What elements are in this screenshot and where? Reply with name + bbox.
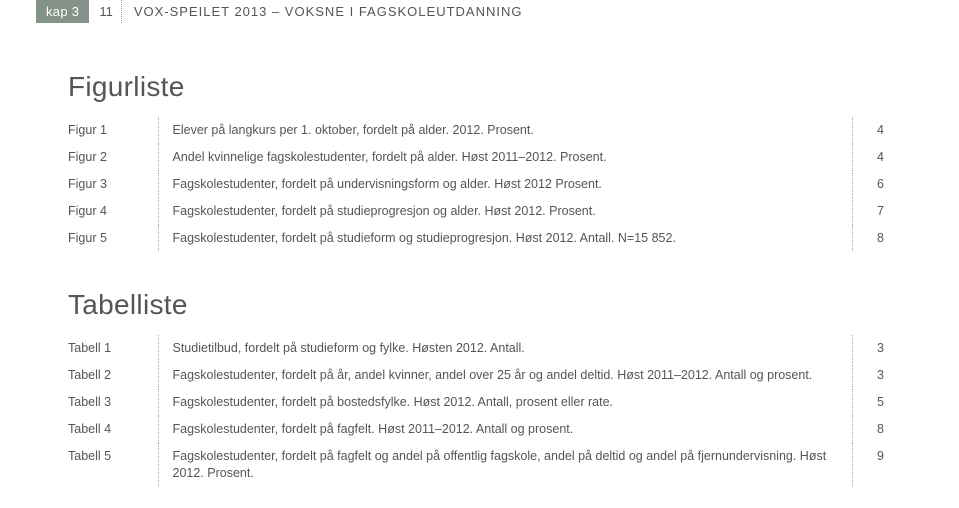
figur-label: Figur 5: [68, 225, 158, 252]
header-title: VOX-SPEILET 2013 – VOKSNE I FAGSKOLEUTDA…: [134, 0, 523, 19]
tabell-desc: Studietilbud, fordelt på studieform og f…: [158, 335, 852, 362]
tabell-desc: Fagskolestudenter, fordelt på bostedsfyl…: [158, 389, 852, 416]
tabell-desc: Fagskolestudenter, fordelt på år, andel …: [158, 362, 852, 389]
figur-desc: Fagskolestudenter, fordelt på studieform…: [158, 225, 852, 252]
tabell-label: Tabell 3: [68, 389, 158, 416]
tabell-row: Tabell 4Fagskolestudenter, fordelt på fa…: [68, 416, 888, 443]
figur-page: 8: [852, 225, 888, 252]
page-header: kap 3 11 VOX-SPEILET 2013 – VOKSNE I FAG…: [0, 0, 959, 23]
figur-page: 7: [852, 198, 888, 225]
tabell-page: 3: [852, 335, 888, 362]
tabell-desc: Fagskolestudenter, fordelt på fagfelt. H…: [158, 416, 852, 443]
figur-row: Figur 1Elever på langkurs per 1. oktober…: [68, 117, 888, 144]
figur-row: Figur 2Andel kvinnelige fagskolestudente…: [68, 144, 888, 171]
tabell-label: Tabell 1: [68, 335, 158, 362]
tabell-page: 8: [852, 416, 888, 443]
tabell-label: Tabell 5: [68, 443, 158, 487]
figur-label: Figur 3: [68, 171, 158, 198]
figur-desc: Fagskolestudenter, fordelt på undervisni…: [158, 171, 852, 198]
figur-row: Figur 3Fagskolestudenter, fordelt på und…: [68, 171, 888, 198]
tabell-row: Tabell 2Fagskolestudenter, fordelt på år…: [68, 362, 888, 389]
figurliste-table: Figur 1Elever på langkurs per 1. oktober…: [68, 117, 888, 251]
figur-label: Figur 2: [68, 144, 158, 171]
tabell-row: Tabell 1Studietilbud, fordelt på studief…: [68, 335, 888, 362]
tabell-row: Tabell 5Fagskolestudenter, fordelt på fa…: [68, 443, 888, 487]
figur-desc: Elever på langkurs per 1. oktober, forde…: [158, 117, 852, 144]
tabell-page: 3: [852, 362, 888, 389]
tabelliste-table: Tabell 1Studietilbud, fordelt på studief…: [68, 335, 888, 486]
figur-page: 4: [852, 117, 888, 144]
figur-label: Figur 1: [68, 117, 158, 144]
tabell-page: 5: [852, 389, 888, 416]
tabelliste-heading: Tabelliste: [68, 289, 959, 321]
figur-row: Figur 5Fagskolestudenter, fordelt på stu…: [68, 225, 888, 252]
figur-page: 6: [852, 171, 888, 198]
figur-page: 4: [852, 144, 888, 171]
tabell-page: 9: [852, 443, 888, 487]
figur-desc: Fagskolestudenter, fordelt på studieprog…: [158, 198, 852, 225]
tabell-label: Tabell 4: [68, 416, 158, 443]
figur-desc: Andel kvinnelige fagskolestudenter, ford…: [158, 144, 852, 171]
figurliste-heading: Figurliste: [68, 71, 959, 103]
figur-row: Figur 4Fagskolestudenter, fordelt på stu…: [68, 198, 888, 225]
figur-label: Figur 4: [68, 198, 158, 225]
tabell-desc: Fagskolestudenter, fordelt på fagfelt og…: [158, 443, 852, 487]
chapter-badge: kap 3: [36, 0, 89, 23]
tabell-label: Tabell 2: [68, 362, 158, 389]
tabell-row: Tabell 3Fagskolestudenter, fordelt på bo…: [68, 389, 888, 416]
page-number: 11: [89, 0, 122, 23]
